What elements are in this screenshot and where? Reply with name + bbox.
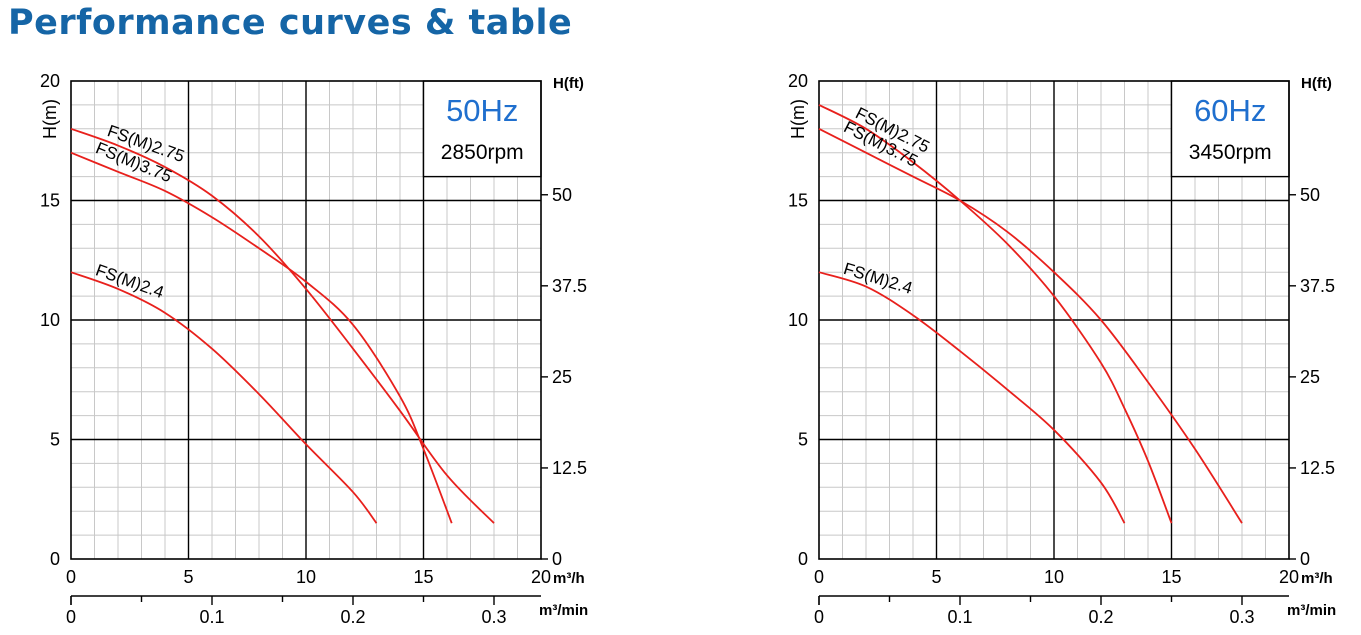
- y2-tick-label: 25: [1300, 367, 1320, 387]
- y2-axis-label: H(ft): [553, 75, 584, 92]
- y-tick-label: 5: [798, 430, 808, 450]
- chart-50hz: 50Hz2850rpm05101520H(m)012.52537.550H(ft…: [40, 71, 588, 627]
- x-tick-label: 20: [531, 567, 551, 587]
- y2-tick-label: 12.5: [552, 458, 587, 478]
- x2-tick-label: 0: [814, 607, 824, 627]
- major-grid: [819, 81, 1289, 559]
- x2-tick-label: 0.3: [481, 607, 506, 627]
- x2-tick-label: 0.1: [947, 607, 972, 627]
- plot-frame: [70, 80, 542, 560]
- y2-tick-label: 0: [1300, 549, 1310, 569]
- x2-tick-label: 0: [66, 607, 76, 627]
- x2-tick-label: 0.1: [199, 607, 224, 627]
- y-axis-label: H(m): [40, 99, 60, 139]
- curve-fsm275: [70, 127, 495, 524]
- y-tick-label: 15: [788, 191, 808, 211]
- x-tick-label: 20: [1279, 567, 1299, 587]
- y2-tick-label: 50: [552, 185, 572, 205]
- x2-axis-label: m³/min: [1287, 602, 1336, 619]
- x-axis-label: m³/h: [553, 570, 585, 587]
- y-axis-label: H(m): [788, 99, 808, 139]
- y-tick-label: 0: [50, 549, 60, 569]
- frequency-label: 60Hz: [1194, 93, 1266, 128]
- curve-fsm375: [818, 127, 1243, 524]
- major-grid: [71, 81, 541, 559]
- y2-tick-label: 50: [1300, 185, 1320, 205]
- y-tick-label: 20: [788, 71, 808, 91]
- x-tick-label: 15: [1161, 567, 1181, 587]
- x-tick-label: 5: [931, 567, 941, 587]
- y-tick-label: 10: [788, 310, 808, 330]
- speed-label: 3450rpm: [1189, 141, 1272, 164]
- y-tick-label: 0: [798, 549, 808, 569]
- x2-tick-label: 0.2: [1088, 607, 1113, 627]
- y-tick-label: 10: [40, 310, 60, 330]
- x-tick-label: 10: [1044, 567, 1064, 587]
- plot-frame: [818, 80, 1290, 560]
- chart-60hz: 60Hz3450rpm05101520H(m)012.52537.550H(ft…: [788, 71, 1336, 627]
- speed-label: 2850rpm: [441, 141, 524, 164]
- x-tick-label: 0: [66, 567, 76, 587]
- info-box: [422, 80, 542, 178]
- x2-axis-label: m³/min: [539, 602, 588, 619]
- x-tick-label: 15: [413, 567, 433, 587]
- x-tick-label: 10: [296, 567, 316, 587]
- x-tick-label: 5: [183, 567, 193, 587]
- y2-tick-label: 37.5: [552, 276, 587, 296]
- page-title: Performance curves & table: [8, 3, 573, 43]
- frequency-label: 50Hz: [446, 93, 518, 128]
- curve-fsm24: [70, 271, 378, 524]
- y-tick-label: 15: [40, 191, 60, 211]
- x2-tick-label: 0.3: [1229, 607, 1254, 627]
- x-axis-label: m³/h: [1301, 570, 1333, 587]
- curve-fsm24: [818, 271, 1126, 524]
- y2-tick-label: 37.5: [1300, 276, 1335, 296]
- curve-fsm275: [818, 104, 1173, 524]
- x2-tick-label: 0.2: [340, 607, 365, 627]
- x-tick-label: 0: [814, 567, 824, 587]
- y2-tick-label: 12.5: [1300, 458, 1335, 478]
- y-tick-label: 5: [50, 430, 60, 450]
- y2-tick-label: 0: [552, 549, 562, 569]
- curve-fsm375: [70, 151, 453, 524]
- y2-axis-label: H(ft): [1301, 75, 1332, 92]
- y2-tick-label: 25: [552, 367, 572, 387]
- y-tick-label: 20: [40, 71, 60, 91]
